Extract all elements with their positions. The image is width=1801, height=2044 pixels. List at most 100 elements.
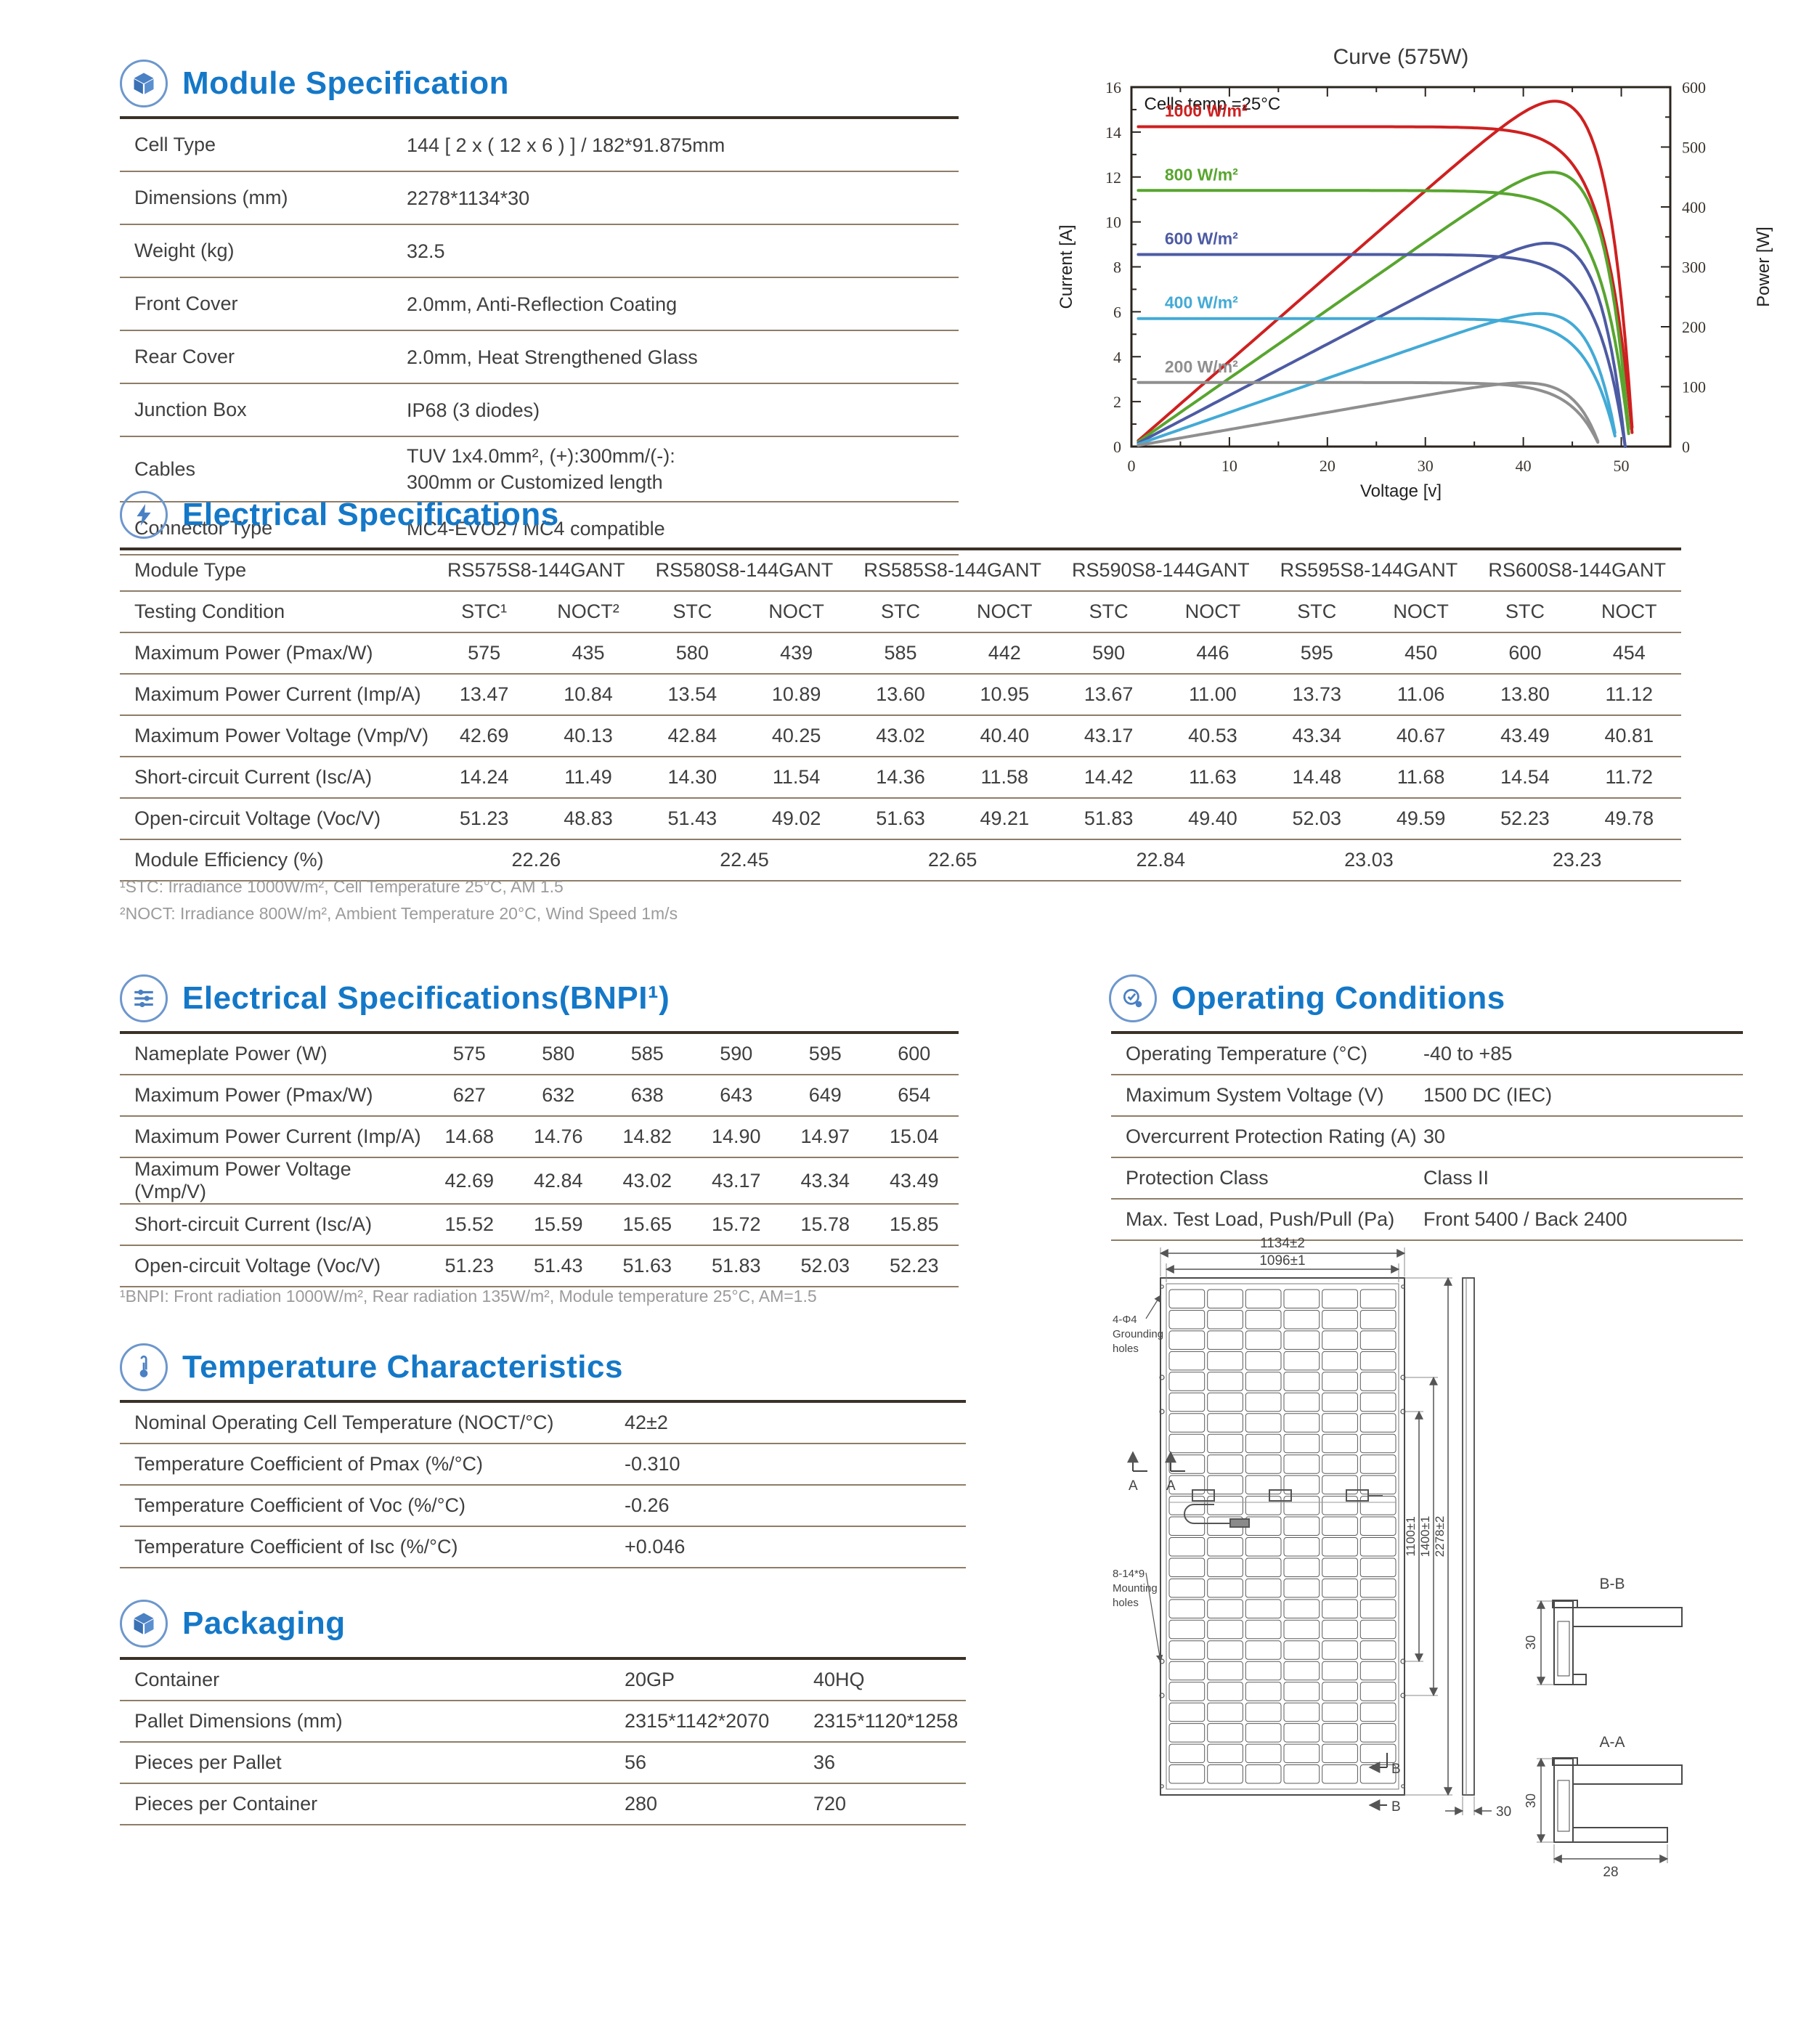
section-title: Electrical Specifications(BNPI¹) (182, 980, 670, 1016)
row-label: Open-circuit Voltage (Voc/V) (120, 1245, 425, 1287)
solar-cell (1359, 1392, 1397, 1412)
cell-value: 13.54 (640, 674, 744, 716)
solar-cell (1168, 1310, 1206, 1330)
lightning-icon (120, 491, 168, 539)
solar-cell (1245, 1599, 1282, 1618)
row-label: Maximum Power (Pmax/W) (120, 1075, 425, 1117)
solar-cell (1207, 1433, 1243, 1454)
solar-cell (1283, 1433, 1320, 1454)
solar-cell (1322, 1413, 1358, 1433)
table-row: Maximum Power Current (Imp/A) 14.68 14.76 1… (120, 1116, 959, 1158)
iv-curve (1137, 125, 1634, 434)
cell-value: 22.26 (432, 839, 641, 881)
cell-value: 11.54 (744, 757, 849, 799)
solar-cell (1359, 1496, 1397, 1515)
cell-value: 450 (1368, 632, 1473, 675)
dim-thickness: 30 (1496, 1804, 1511, 1820)
cell-value: 51.83 (691, 1245, 781, 1287)
solar-cell (1207, 1330, 1243, 1350)
table-row: Max. Test Load, Push/Pull (Pa) Front 5400… (1111, 1199, 1743, 1241)
cell-value: 40.25 (744, 715, 849, 757)
row-label: Dimensions (mm) (120, 171, 407, 225)
check-gear-icon (1109, 974, 1157, 1022)
packaging-table: Container 20GP 40HQ Pallet Dimensions (mm) 2… (120, 1657, 966, 1825)
solar-cell (1168, 1392, 1206, 1412)
condition-header: NOCT (744, 591, 849, 633)
solar-cell (1207, 1682, 1243, 1701)
svg-text:B: B (1391, 1799, 1401, 1815)
table-row: Front Cover 2.0mm, Anti-Reflection Coatin… (120, 277, 959, 331)
cell-value: 49.21 (952, 798, 1057, 840)
cell-value: 52.23 (1473, 798, 1577, 840)
table-row: Dimensions (mm) 2278*1134*30 (120, 171, 959, 225)
module-name: RS600S8-144GANT (1473, 549, 1681, 592)
mounting-hole (1159, 1693, 1165, 1698)
cell-value: 2.0mm, Anti-Reflection Coating (407, 277, 959, 331)
solar-cell (1283, 1413, 1320, 1433)
series-label: 600 W/m² (1165, 229, 1238, 248)
solar-cell (1359, 1516, 1397, 1536)
y-tick-label-left: 16 (1105, 78, 1121, 97)
dim-aa-height: 30 (1524, 1793, 1538, 1808)
row-label: Module Type (120, 549, 432, 592)
cell-value: 649 (781, 1075, 870, 1117)
solar-cell (1245, 1351, 1282, 1371)
cell-value: 580 (513, 1033, 603, 1075)
section-title: Operating Conditions (1171, 980, 1505, 1016)
solar-cell (1245, 1661, 1282, 1681)
solar-cell (1283, 1475, 1320, 1495)
dim-2278: 2278±2 (1433, 1516, 1447, 1558)
cell-value: 14.68 (425, 1116, 514, 1158)
solar-cell (1168, 1433, 1206, 1454)
cell-value: 51.23 (425, 1245, 514, 1287)
svg-text:Mounting: Mounting (1113, 1582, 1158, 1595)
cell-value: 40.40 (952, 715, 1057, 757)
solar-cell (1359, 1682, 1397, 1701)
y-tick-label-right: 600 (1682, 78, 1706, 97)
table-row: Container 20GP 40HQ (120, 1658, 966, 1701)
cell-value: 49.59 (1368, 798, 1473, 840)
row-label: Cell Type (120, 118, 407, 172)
cell-value: 20GP (625, 1658, 813, 1701)
cell-value: 43.02 (848, 715, 953, 757)
solar-cell (1207, 1599, 1243, 1618)
cell-value: 52.03 (781, 1245, 870, 1287)
solar-cell (1168, 1682, 1206, 1701)
y-tick-label-right: 300 (1682, 258, 1706, 277)
y-tick-label-left: 10 (1105, 213, 1121, 232)
solar-cell (1322, 1516, 1358, 1536)
table-row: Pallet Dimensions (mm) 2315*1142*2070 2315… (120, 1701, 966, 1743)
cell-value: 11.68 (1368, 757, 1473, 799)
condition-header: STC (640, 591, 744, 633)
solar-cell (1359, 1599, 1397, 1618)
cell-value: 51.63 (603, 1245, 692, 1287)
solar-cell (1207, 1640, 1243, 1660)
table-row: Pieces per Container 280 720 (120, 1783, 966, 1825)
solar-cell (1359, 1702, 1397, 1722)
solar-cell (1283, 1743, 1320, 1764)
cell-value: 30 (1423, 1116, 1743, 1158)
solar-cell (1359, 1578, 1397, 1598)
row-label: Operating Temperature (°C) (1111, 1033, 1423, 1075)
solar-cell (1168, 1619, 1206, 1640)
solar-cell (1168, 1578, 1206, 1598)
cell-value: 13.73 (1264, 674, 1369, 716)
condition-header: STC¹ (432, 591, 537, 633)
cell-value: 11.63 (1160, 757, 1265, 799)
footnote-stc: ¹STC: Irradiance 1000W/m², Cell Temperat… (120, 877, 564, 896)
solar-cell (1168, 1413, 1206, 1433)
table-row: Short-circuit Current (Isc/A) 14.24 11.49 1… (120, 757, 1681, 799)
row-label: Maximum System Voltage (V) (1111, 1075, 1423, 1117)
solar-cell (1207, 1392, 1243, 1412)
grounding-hole (1160, 1284, 1164, 1289)
bnpi-table: Nameplate Power (W) 575 580 585 590 595 600 Max… (120, 1031, 959, 1287)
cell-value: TUV 1x4.0mm², (+):300mm/(-): 300mm or Cu… (407, 436, 959, 502)
cell-value: 15.52 (425, 1204, 514, 1246)
section-title: Temperature Characteristics (182, 1349, 623, 1385)
cell-value: 11.72 (1577, 757, 1681, 799)
cell-value: 2315*1120*1258 (813, 1701, 966, 1743)
power-curve (1137, 171, 1630, 444)
cell-value: 43.34 (781, 1157, 870, 1205)
power-curve (1137, 99, 1634, 442)
solar-cell (1322, 1640, 1358, 1660)
